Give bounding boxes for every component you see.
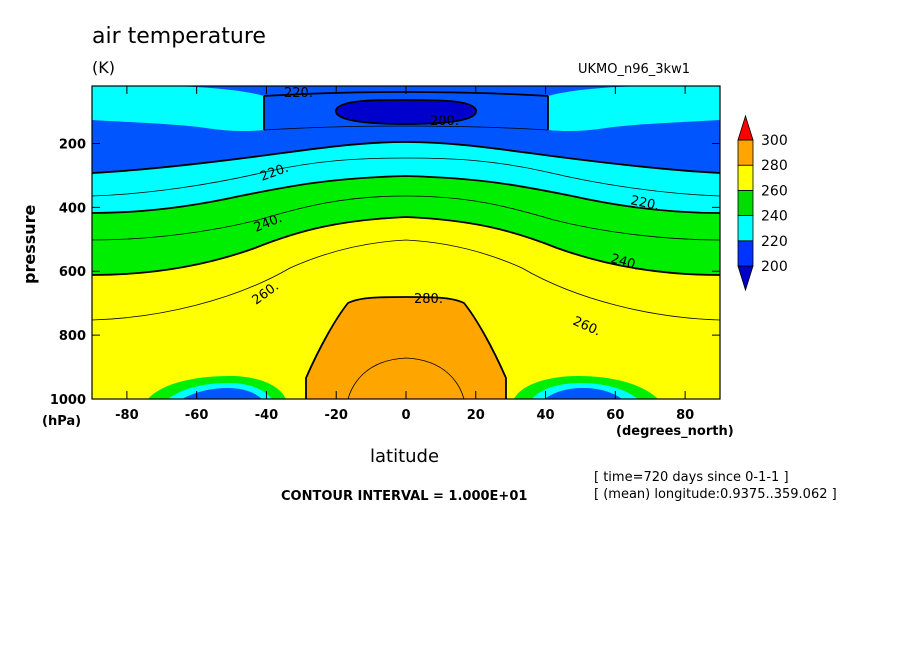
colorbar-label: 300: [761, 133, 788, 149]
surface-feature-right-inner: [545, 388, 622, 399]
band-220-240: [92, 142, 720, 399]
surface-feature-left-core: [168, 383, 272, 399]
x-tick-label: 0: [401, 408, 410, 423]
contour-line-200: [335, 99, 477, 125]
x-tick-label: 60: [606, 408, 624, 423]
band-lt200: [335, 100, 477, 124]
x-tick-label: 20: [467, 408, 485, 423]
contour-line-280: [305, 296, 507, 399]
contour-line-260: [92, 216, 720, 276]
x-tick-label: -20: [324, 408, 348, 423]
contour-label: 260.: [570, 314, 603, 339]
contour-line-220-upper: [263, 91, 549, 130]
y-tick-label: 200: [59, 137, 86, 152]
upper-cyan-left: [92, 86, 264, 132]
x-axis-units: (degrees_north): [616, 424, 734, 439]
surface-feature-left-inner: [182, 388, 262, 399]
upper-cyan-right: [548, 86, 720, 132]
colorbar-segment: [737, 189, 754, 216]
dataset-label: UKMO_n96_3kw1: [578, 62, 690, 77]
contour-line-270: [92, 239, 720, 321]
y-axis-label: pressure: [20, 204, 39, 284]
colorbar-extend-high: [737, 114, 754, 141]
colorbar-label: 200: [761, 259, 788, 275]
y-axis-units: (hPa): [42, 414, 82, 429]
contour-line-285: [347, 357, 465, 399]
y-tick-label: 800: [59, 329, 86, 344]
contour-interval-note: CONTOUR INTERVAL = 1.000E+01: [281, 489, 528, 504]
colorbar-label: 260: [761, 183, 788, 199]
surface-feature-right-core: [532, 383, 638, 399]
contour-label: 280.: [414, 292, 443, 307]
colorbar-segment: [737, 215, 754, 242]
contour-label: 240.: [609, 251, 641, 273]
colorbar-label: 280: [761, 158, 788, 174]
band-280-300: [306, 297, 506, 399]
contour-label: 220.: [284, 86, 313, 101]
contour-label: 220.: [258, 161, 290, 185]
x-axis-label: latitude: [370, 446, 440, 467]
y-tick-label: 400: [59, 201, 86, 216]
band-260-280: [92, 217, 720, 399]
surface-feature-left: [148, 376, 286, 399]
x-tick-label: -60: [185, 408, 209, 423]
chart-units: (K): [92, 58, 115, 77]
longitude-annotation: [ (mean) longitude:0.9375..359.062 ]: [594, 487, 837, 502]
x-tick-label: -40: [255, 408, 279, 423]
colorbar-extend-low: [737, 265, 754, 292]
contour-label: 220.: [629, 193, 660, 214]
contour-line-220: [92, 141, 720, 174]
surface-feature-right: [514, 376, 658, 399]
contour-line-240: [92, 175, 720, 214]
band-200-220: [92, 86, 720, 399]
colorbar-label: 240: [761, 209, 788, 225]
colorbar-segment: [737, 139, 754, 166]
colorbar-label: 220: [761, 234, 788, 250]
colorbar-segment: [737, 164, 754, 191]
y-tick-label: 1000: [50, 393, 86, 408]
contour-label: 240.: [252, 211, 284, 236]
contour-line-230: [92, 157, 720, 197]
contour-label: 260.: [250, 279, 282, 308]
x-tick-label: -80: [115, 408, 139, 423]
time-annotation: [ time=720 days since 0-1-1 ]: [594, 470, 789, 485]
x-tick-label: 40: [537, 408, 555, 423]
x-tick-label: 80: [676, 408, 694, 423]
contour-line-210: [263, 125, 549, 131]
chart-title: air temperature: [92, 24, 266, 49]
band-240-260: [92, 176, 720, 399]
plot-frame: [91, 85, 721, 400]
contour-label: 200.: [430, 114, 459, 129]
contour-line-250: [92, 195, 720, 241]
y-tick-label: 600: [59, 265, 86, 280]
colorbar-segment: [737, 240, 754, 267]
